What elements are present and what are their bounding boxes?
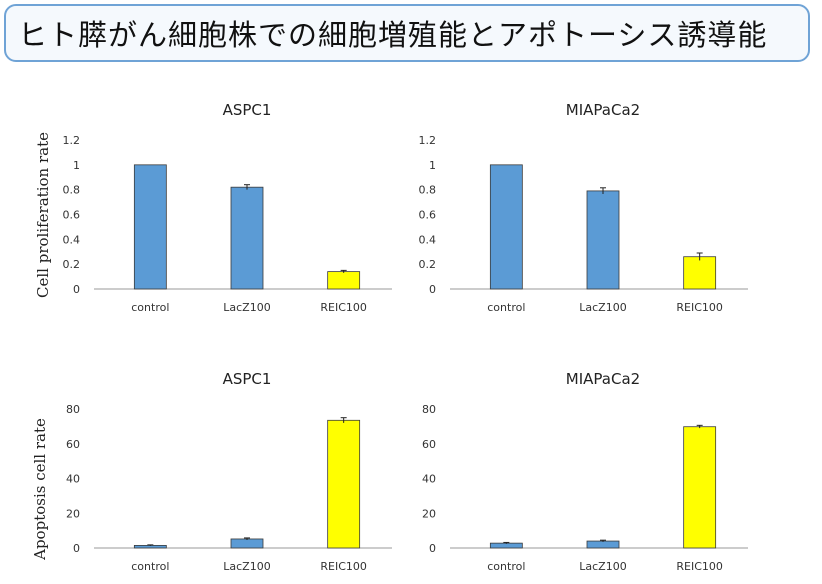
y-tick-label: 0.6 [419, 209, 437, 222]
y-tick-label: 0 [429, 283, 436, 296]
chart-aspc1-proliferation: ASPC1 0 0.2 0.4 0.6 0.8 1 1.2 control LacZ100 REIC… [40, 95, 400, 325]
x-tick-label: LacZ100 [579, 560, 626, 573]
x-tick-label: control [487, 301, 525, 314]
x-tick-label: LacZ100 [223, 301, 270, 314]
x-tick-label: control [131, 301, 169, 314]
x-tick-label: REIC100 [676, 560, 723, 573]
y-tick-label: 0.4 [419, 233, 437, 246]
y-tick-label: 0 [73, 283, 80, 296]
bar [327, 419, 361, 549]
page-title: ヒト膵がん細胞株での細胞増殖能とアポトーシス誘導能 [18, 18, 768, 52]
chart-aspc1-apoptosis: ASPC1 0 20 40 60 80 control LacZ100 REIC100 [40, 364, 400, 584]
y-tick-label: 0.2 [63, 258, 81, 271]
chart-miapaca2-proliferation: MIAPaCa2 0 0.2 0.4 0.6 0.8 1 1.2 control LacZ100 R… [396, 95, 756, 325]
y-tick-label: 0.8 [63, 184, 81, 197]
x-tick-label: REIC100 [676, 301, 723, 314]
y-tick-label: 80 [422, 403, 436, 416]
chart-title: MIAPaCa2 [566, 101, 640, 119]
y-tick-label: 20 [422, 507, 436, 520]
x-tick-label: control [131, 560, 169, 573]
title-banner: ヒト膵がん細胞株での細胞増殖能とアポトーシス誘導能 [4, 4, 810, 62]
bar [586, 540, 620, 549]
y-tick-label: 60 [422, 438, 436, 451]
x-tick-label: LacZ100 [223, 560, 270, 573]
y-tick-label: 0.8 [419, 184, 437, 197]
y-tick-label: 0.2 [419, 258, 437, 271]
y-tick-label: 1.2 [63, 134, 81, 147]
y-tick-label: 0.6 [63, 209, 81, 222]
x-tick-label: REIC100 [320, 301, 367, 314]
chart-title: ASPC1 [223, 101, 272, 119]
y-tick-label: 40 [422, 473, 436, 486]
y-tick-label: 1.2 [419, 134, 437, 147]
bar [489, 542, 523, 549]
y-tick-label: 0 [429, 542, 436, 555]
chart-title: ASPC1 [223, 370, 272, 388]
bar [133, 164, 167, 290]
bar [489, 164, 523, 290]
y-tick-label: 0 [73, 542, 80, 555]
y-tick-label: 0.4 [63, 233, 81, 246]
bar [586, 190, 620, 290]
y-tick-label: 20 [66, 507, 80, 520]
x-tick-label: REIC100 [320, 560, 367, 573]
chart-miapaca2-apoptosis: MIAPaCa2 0 20 40 60 80 control LacZ100 REIC100 [396, 364, 756, 584]
x-tick-label: control [487, 560, 525, 573]
y-tick-label: 80 [66, 403, 80, 416]
y-tick-label: 60 [66, 438, 80, 451]
bar [327, 271, 361, 290]
y-tick-label: 1 [73, 159, 80, 172]
bar [683, 256, 717, 290]
y-tick-label: 40 [66, 473, 80, 486]
bar [230, 186, 264, 290]
bar [230, 538, 264, 549]
chart-title: MIAPaCa2 [566, 370, 640, 388]
y-tick-label: 1 [429, 159, 436, 172]
bar [683, 426, 717, 549]
x-tick-label: LacZ100 [579, 301, 626, 314]
